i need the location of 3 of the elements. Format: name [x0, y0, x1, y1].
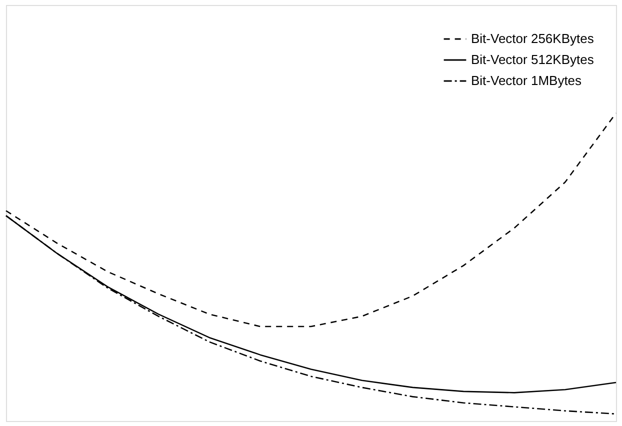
legend-label: Bit-Vector 1MBytes — [471, 73, 582, 88]
legend-label: Bit-Vector 256KBytes — [471, 31, 594, 46]
legend-label: Bit-Vector 512KBytes — [471, 52, 594, 67]
